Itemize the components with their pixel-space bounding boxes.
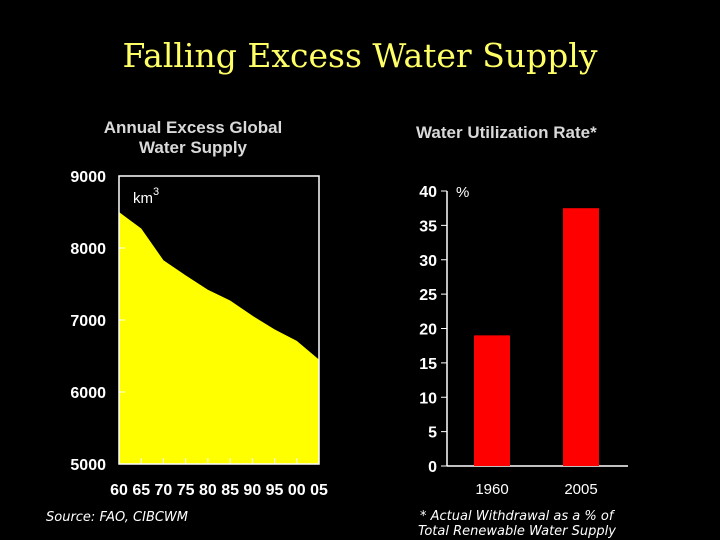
area-y-tick-label: 5000 <box>70 457 106 474</box>
slide-title: Falling Excess Water Supply <box>122 36 598 75</box>
area-x-tick-label: 05 <box>310 482 328 499</box>
footnote-line2: Total Renewable Water Supply <box>418 524 616 539</box>
bar-y-tick-label: 10 <box>419 390 437 407</box>
area-x-tick-label: 60 <box>110 482 128 499</box>
area-x-tick-label: 90 <box>243 482 261 499</box>
source-note: Source: FAO, CIBCWM <box>46 510 189 525</box>
bar-1960 <box>474 335 510 466</box>
bar-y-tick-label: 35 <box>419 218 437 235</box>
bar-x-tick-label: 2005 <box>564 481 597 498</box>
area-unit-superscript: 3 <box>153 186 159 198</box>
area-chart-title-line1: Annual Excess Global <box>104 118 283 137</box>
area-x-tick-label: 80 <box>199 482 217 499</box>
bar-y-tick-label: 25 <box>419 287 437 304</box>
bar-y-tick-label: 40 <box>419 184 437 201</box>
area-y-axis: 5000 6000 7000 8000 9000 <box>70 169 125 474</box>
area-x-tick-label: 70 <box>155 482 173 499</box>
area-unit-label: km3 <box>133 186 159 207</box>
area-x-tick-label: 95 <box>266 482 284 499</box>
bar-2005 <box>563 208 599 466</box>
area-x-tick-label: 85 <box>221 482 239 499</box>
bar-series <box>474 208 599 466</box>
area-x-tick-label: 00 <box>288 482 306 499</box>
area-x-tick-label: 75 <box>177 482 195 499</box>
footnote-line1: * Actual Withdrawal as a % of <box>420 509 614 524</box>
bar-y-tick-label: 30 <box>419 253 437 270</box>
area-y-tick-label: 9000 <box>70 169 106 186</box>
area-y-tick-label: 7000 <box>70 313 106 330</box>
bar-x-axis: 1960 2005 <box>475 481 597 498</box>
area-y-tick-label: 6000 <box>70 385 106 402</box>
bar-chart: Water Utilization Rate* % 0 5 10 15 20 25 30 35… <box>416 123 628 498</box>
excess-supply-area <box>119 212 319 464</box>
area-chart: Annual Excess Global Water Supply km3 50… <box>70 118 328 499</box>
bar-y-tick-label: 20 <box>419 322 437 339</box>
area-x-tick-label: 65 <box>132 482 150 499</box>
area-unit: km <box>133 190 153 207</box>
bar-unit-label: % <box>456 184 469 201</box>
bar-y-tick-label: 15 <box>419 356 437 373</box>
area-x-axis: 60 65 70 75 80 85 90 95 00 05 <box>110 458 328 499</box>
area-chart-title-line2: Water Supply <box>139 138 248 157</box>
bar-y-tick-label: 0 <box>428 459 437 476</box>
bar-chart-title: Water Utilization Rate* <box>416 123 597 142</box>
bar-y-tick-label: 5 <box>428 425 437 442</box>
bar-y-axis: 0 5 10 15 20 25 30 35 40 <box>419 184 447 476</box>
area-y-tick-label: 8000 <box>70 241 106 258</box>
bar-x-tick-label: 1960 <box>475 481 508 498</box>
